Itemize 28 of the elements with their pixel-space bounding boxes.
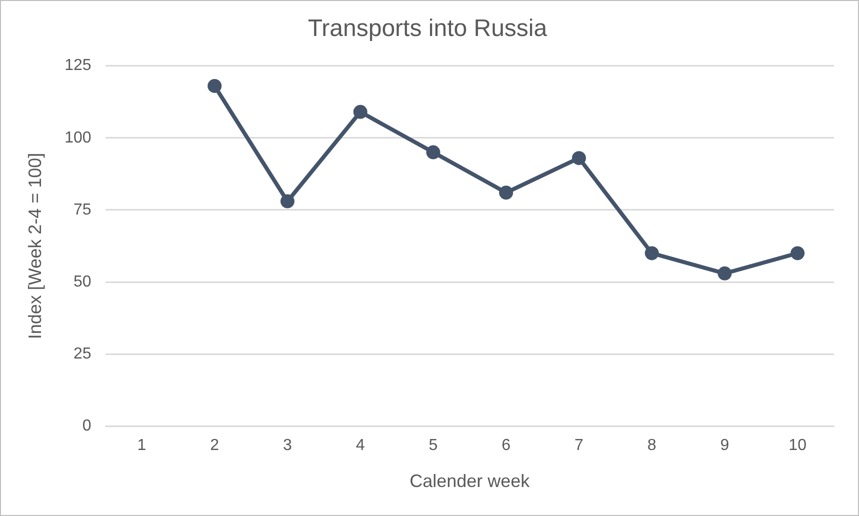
y-tick-label: 125 [64,57,92,74]
y-tick-label: 75 [74,201,92,218]
point [280,194,294,208]
x-tick-label: 5 [428,437,438,454]
x-tick-label: 9 [720,437,730,454]
y-tick-label: 0 [82,418,92,435]
x-tick-label: 6 [502,437,511,454]
point [353,104,368,119]
y-tick-label: 100 [64,129,92,146]
x-tick-label: 7 [574,437,584,454]
y-tick-label: 25 [74,346,92,363]
point [426,145,440,160]
x-axis-title: Calender week [410,471,531,492]
point [790,246,805,260]
point [208,78,222,93]
x-tick-label: 2 [210,437,220,454]
y-axis-title: Index [Week 2-4 = 100] [24,152,45,340]
x-tick-label: 1 [137,437,146,454]
y-tick-label: 50 [74,273,92,290]
point [718,266,732,280]
x-tick-label: 4 [356,437,365,454]
point [499,186,514,200]
point [572,151,586,166]
x-tick-label: 8 [647,437,656,454]
x-tick-label: 3 [283,437,292,454]
chart-title: Transports into Russia [308,15,548,42]
x-tick-label: 10 [788,437,807,454]
point [644,246,659,260]
